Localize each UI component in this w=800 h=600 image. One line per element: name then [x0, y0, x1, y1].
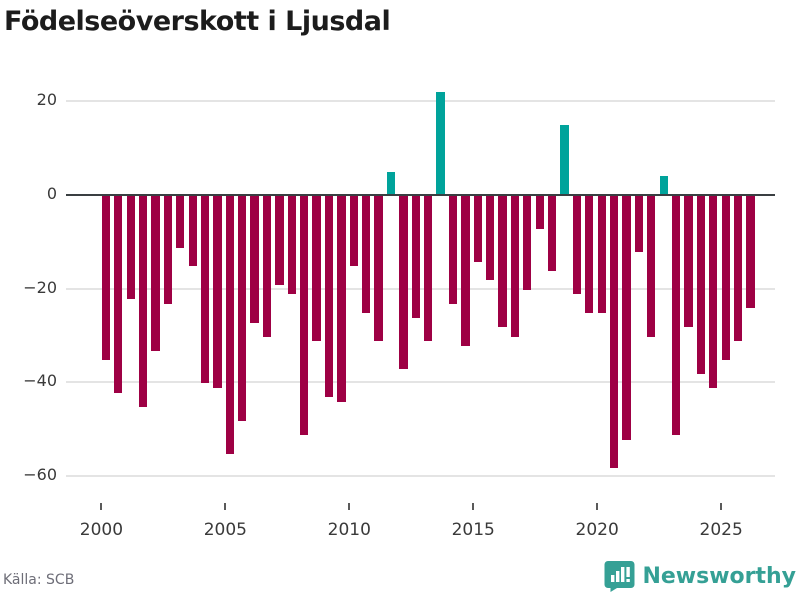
y-axis-label--40: −40 — [23, 371, 57, 391]
bar-2017-H1 — [523, 196, 532, 290]
bar-2013-H2 — [436, 91, 445, 195]
newsworthy-logo-icon — [604, 561, 635, 592]
bar-2025-H2 — [733, 196, 743, 342]
x-axis-label-2000: 2000 — [79, 520, 124, 540]
y-axis-label--20: −20 — [23, 277, 57, 297]
x-axis-tick-2020 — [596, 503, 599, 510]
bar-2019-H1 — [572, 196, 582, 295]
bar-2005-H1 — [225, 196, 234, 454]
bar-2000-H2 — [114, 196, 123, 393]
bar-2001-H1 — [126, 196, 135, 300]
newsworthy-brand: Newsworthy — [604, 560, 796, 592]
bar-2000-H1 — [101, 196, 111, 360]
bar-2026-H1 — [746, 196, 755, 309]
bar-2011-H1 — [374, 196, 383, 342]
bar-2018-H2 — [560, 124, 569, 195]
bar-2005-H2 — [238, 196, 247, 421]
bar-2001-H2 — [138, 196, 148, 407]
gridline-y-20 — [66, 287, 775, 290]
x-axis-tick-2000 — [100, 503, 103, 510]
bar-2019-H2 — [585, 196, 594, 314]
bar-2007-H1 — [275, 196, 284, 286]
bar-2008-H2 — [312, 196, 321, 342]
y-axis-label--60: −60 — [23, 465, 57, 485]
bar-2022-H1 — [647, 196, 656, 337]
bar-2002-H2 — [163, 196, 173, 304]
bar-2015-H1 — [473, 196, 482, 262]
bar-2006-H2 — [262, 196, 272, 337]
bar-2025-H1 — [721, 196, 730, 360]
bar-2014-H2 — [461, 196, 470, 346]
bar-2010-H1 — [349, 196, 358, 267]
x-axis-label-2010: 2010 — [327, 520, 371, 540]
bar-2006-H1 — [250, 196, 259, 323]
y-axis-label-0: 0 — [46, 184, 57, 203]
bar-2007-H2 — [287, 196, 296, 295]
bar-2009-H1 — [324, 196, 334, 398]
bar-2022-H2 — [659, 176, 668, 195]
bar-2012-H2 — [411, 196, 420, 318]
bar-2012-H1 — [399, 196, 408, 370]
x-axis-tick-2015 — [472, 503, 475, 510]
bar-2008-H1 — [300, 196, 309, 435]
bar-2023-H1 — [671, 196, 681, 435]
bar-2024-H1 — [696, 196, 705, 375]
bar-2002-H1 — [151, 196, 160, 351]
zero-axis-line — [66, 194, 775, 196]
bar-2004-H1 — [200, 196, 210, 384]
bar-2020-H2 — [609, 196, 619, 468]
x-axis-label-2005: 2005 — [203, 520, 247, 540]
newsworthy-logo-text: Newsworthy — [642, 563, 796, 589]
gridline-y20 — [66, 100, 775, 103]
bar-2016-H2 — [510, 196, 520, 337]
bar-2010-H2 — [362, 196, 371, 314]
bar-2009-H2 — [337, 196, 346, 403]
bar-2023-H2 — [684, 196, 693, 328]
x-axis-tick-2025 — [720, 503, 723, 510]
bar-2016-H1 — [498, 196, 507, 328]
page-title: Födelseöverskott i Ljusdal — [4, 6, 391, 37]
x-axis-tick-2005 — [224, 503, 227, 510]
bar-2024-H2 — [709, 196, 718, 389]
source-attribution: Källa: SCB — [3, 572, 75, 588]
bar-2021-H1 — [622, 196, 631, 440]
x-axis-label-2020: 2020 — [575, 520, 619, 540]
bar-2020-H1 — [597, 196, 606, 314]
bar-2003-H1 — [176, 196, 185, 248]
x-axis-label-2015: 2015 — [451, 520, 495, 540]
bar-2015-H2 — [485, 196, 495, 281]
bar-2003-H2 — [188, 196, 197, 267]
x-axis-tick-2010 — [348, 503, 351, 510]
x-axis-label-2025: 2025 — [699, 520, 743, 540]
bar-2014-H1 — [448, 196, 458, 304]
bar-2018-H1 — [547, 196, 557, 271]
bar-2013-H1 — [424, 196, 433, 342]
bar-2021-H2 — [634, 196, 644, 253]
gridline-y-40 — [66, 381, 775, 384]
bar-2004-H2 — [213, 196, 222, 389]
bar-2017-H2 — [535, 196, 544, 229]
bar-2011-H2 — [386, 171, 396, 195]
y-axis-label-20: 20 — [36, 90, 57, 110]
gridline-y-60 — [66, 475, 775, 478]
